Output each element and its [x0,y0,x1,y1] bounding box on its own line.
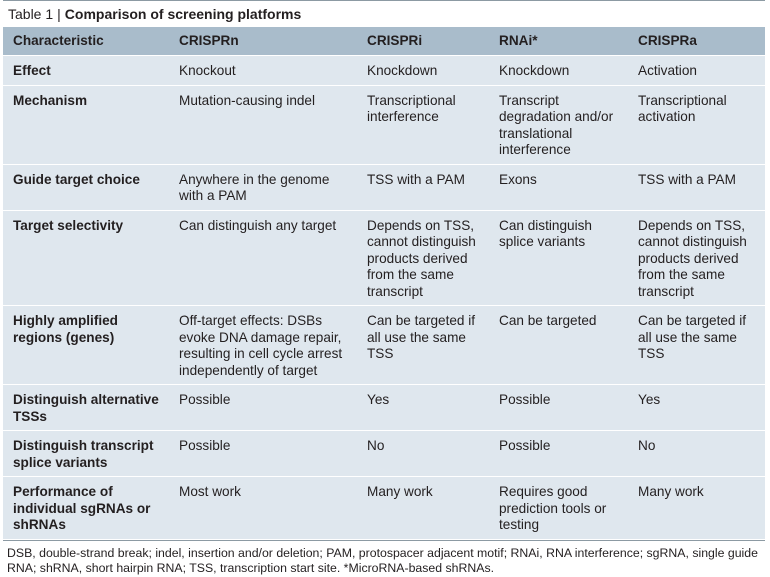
table-label: Table 1 [8,6,54,22]
table-footnote: DSB, double-strand break; indel, inserti… [3,539,765,577]
table-cell: Possible [170,384,358,431]
table-caption: Table 1 | Comparison of screening platfo… [3,0,765,27]
comparison-table-figure: Table 1 | Comparison of screening platfo… [3,0,765,577]
table-row: Guide target choice Anywhere in the geno… [3,163,765,210]
caption-separator: | [57,6,61,22]
table-row: Distinguish alternative TSSs Possible Ye… [3,384,765,431]
table-cell: Exons [490,163,629,210]
row-header: Performance of individual sgRNAs or shRN… [3,476,170,539]
table-cell: Can be targeted if all use the same TSS [629,305,765,385]
table-row: Effect Knockout Knockdown Knockdown Acti… [3,55,765,85]
header-cell: CRISPRa [629,27,765,56]
table-row: Highly amplified regions (genes) Off-tar… [3,305,765,385]
table-cell: Possible [170,430,358,477]
table-cell: Most work [170,476,358,539]
table-cell: Requires good prediction tools or testin… [490,476,629,539]
table-row: Mechanism Mutation-causing indel Transcr… [3,84,765,164]
table-cell: Activation [629,55,765,85]
table-cell: Transcript degradation and/or translatio… [490,84,629,164]
row-header: Highly amplified regions (genes) [3,305,170,385]
table-cell: Transcriptional interference [358,84,490,164]
table-cell: Possible [490,384,629,431]
table-cell: No [358,430,490,477]
table-cell: Knockdown [358,55,490,85]
header-cell: RNAi* [490,27,629,56]
row-header: Target selectivity [3,209,170,306]
table-cell: Many work [629,476,765,539]
table-cell: Can be targeted if all use the same TSS [358,305,490,385]
table-cell: Can be targeted [490,305,629,385]
table-cell: Knockdown [490,55,629,85]
comparison-table: Characteristic CRISPRn CRISPRi RNAi* CRI… [3,27,765,539]
table-row: Target selectivity Can distinguish any t… [3,209,765,306]
table-cell: Off-target effects: DSBs evoke DNA damag… [170,305,358,385]
table-cell: Yes [358,384,490,431]
row-header: Guide target choice [3,163,170,210]
table-cell: Mutation-causing indel [170,84,358,164]
row-header: Distinguish alternative TSSs [3,384,170,431]
table-cell: Anywhere in the genome with a PAM [170,163,358,210]
table-cell: TSS with a PAM [358,163,490,210]
table-cell: Can distinguish any target [170,209,358,306]
table-cell: Depends on TSS, cannot distinguish produ… [629,209,765,306]
table-cell: Can distinguish splice variants [490,209,629,306]
table-row: Performance of individual sgRNAs or shRN… [3,476,765,539]
table-cell: Many work [358,476,490,539]
table-cell: No [629,430,765,477]
header-cell: Characteristic [3,27,170,56]
table-cell: TSS with a PAM [629,163,765,210]
header-row: Characteristic CRISPRn CRISPRi RNAi* CRI… [3,27,765,56]
table-cell: Transcriptional activation [629,84,765,164]
row-header: Distinguish transcript splice variants [3,430,170,477]
header-cell: CRISPRi [358,27,490,56]
table-cell: Possible [490,430,629,477]
table-cell: Yes [629,384,765,431]
header-cell: CRISPRn [170,27,358,56]
table-cell: Depends on TSS, cannot distinguish produ… [358,209,490,306]
table-title: Comparison of screening platforms [64,6,302,22]
row-header: Mechanism [3,84,170,164]
row-header: Effect [3,55,170,85]
table-row: Distinguish transcript splice variants P… [3,430,765,477]
table-cell: Knockout [170,55,358,85]
